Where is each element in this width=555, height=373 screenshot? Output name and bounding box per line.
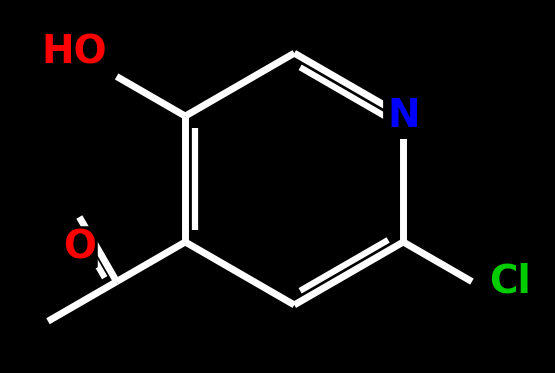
Text: O: O xyxy=(63,228,96,266)
Text: N: N xyxy=(387,97,420,135)
Text: HO: HO xyxy=(42,34,107,72)
Text: Cl: Cl xyxy=(489,263,531,301)
